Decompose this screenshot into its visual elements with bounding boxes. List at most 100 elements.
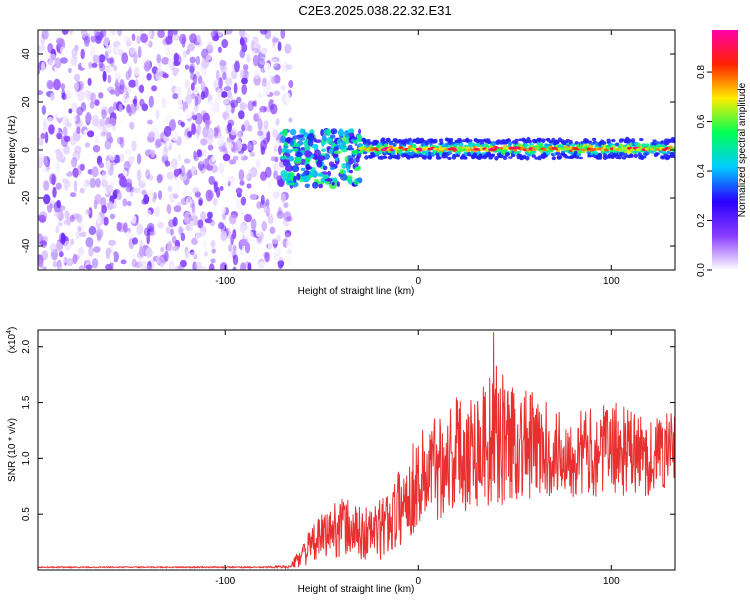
heatmap-cell <box>128 68 132 78</box>
heatmap-cell <box>433 138 438 144</box>
heatmap-cell <box>166 171 174 180</box>
heatmap-cell <box>259 130 266 141</box>
heatmap-cell <box>157 30 165 39</box>
heatmap-cell <box>324 178 333 182</box>
heatmap-cell <box>273 63 281 71</box>
heatmap-cell <box>448 138 454 141</box>
heatmap-cell <box>189 251 198 259</box>
heatmap-cell <box>263 120 269 130</box>
colorbar-gradient <box>712 30 738 270</box>
heatmap-cell <box>123 190 129 198</box>
heatmap-cell <box>107 74 112 84</box>
heatmap-cell <box>288 80 294 88</box>
heatmap-cell <box>339 168 344 175</box>
y-tick-label: 0 <box>21 147 32 153</box>
heatmap-cell <box>333 150 342 155</box>
heatmap-cell <box>72 150 81 162</box>
heatmap-cell <box>292 148 299 152</box>
heatmap-cell <box>71 102 78 113</box>
heatmap-cell <box>99 118 106 127</box>
heatmap-cell <box>102 70 107 82</box>
heatmap-cell <box>285 92 291 105</box>
heatmap-cell <box>94 99 100 106</box>
heatmap-cell <box>292 135 300 140</box>
heatmap-cell <box>137 169 142 182</box>
heatmap-cell <box>250 218 257 231</box>
heatmap-cell <box>277 260 285 267</box>
heatmap-cell <box>296 172 301 181</box>
heatmap-cell <box>211 155 216 163</box>
heatmap-cell <box>146 73 152 81</box>
heatmap-cell <box>187 169 193 179</box>
heatmap-cell <box>220 230 227 242</box>
heatmap-cell <box>85 112 92 124</box>
heatmap-cell <box>112 251 119 263</box>
heatmap-cell <box>55 225 60 234</box>
heatmap-cell <box>320 129 324 137</box>
heatmap-cell <box>147 260 152 270</box>
heatmap-cell <box>213 133 218 139</box>
heatmap-cell <box>73 180 78 193</box>
heatmap-cell <box>58 232 67 245</box>
heatmap-cell <box>164 160 171 167</box>
heatmap-cell <box>551 156 556 161</box>
heatmap-cell <box>98 138 105 146</box>
heatmap-cell <box>100 30 107 38</box>
heatmap-cell <box>261 221 268 232</box>
heatmap-cell <box>195 64 204 71</box>
heatmap-cell <box>123 93 127 104</box>
heatmap-cell <box>68 108 73 114</box>
heatmap-cell <box>88 225 97 236</box>
heatmap-cell <box>568 139 573 145</box>
heatmap-cell <box>78 265 86 270</box>
heatmap-cell <box>238 162 246 168</box>
heatmap-cell <box>55 182 62 190</box>
heatmap-cell <box>183 135 190 143</box>
heatmap-cell <box>141 73 147 86</box>
heatmap-cell <box>119 153 125 163</box>
heatmap-cell <box>76 80 81 93</box>
heatmap-cell <box>38 170 43 177</box>
heatmap-cell <box>171 158 178 170</box>
heatmap-cell <box>317 155 325 162</box>
heatmap-cell <box>347 128 355 134</box>
heatmap-cell <box>200 265 208 270</box>
heatmap-cell <box>141 189 147 196</box>
heatmap-cell <box>287 255 293 267</box>
heatmap-cell <box>230 128 238 136</box>
heatmap-cell <box>93 246 101 253</box>
colorbar-tick-label: 0.8 <box>696 65 707 79</box>
x-tick-label: -100 <box>215 576 235 587</box>
heatmap-cell <box>619 151 624 157</box>
heatmap-cell <box>153 267 158 270</box>
heatmap-cell <box>41 30 49 40</box>
heatmap-cell <box>120 259 127 265</box>
x-tick-label: -100 <box>215 276 235 287</box>
heatmap-cell <box>352 140 359 144</box>
heatmap-cell <box>207 144 214 151</box>
heatmap-cell <box>269 226 276 235</box>
heatmap-cell <box>287 180 294 184</box>
heatmap-cell <box>48 124 55 135</box>
heatmap-cell <box>484 143 489 148</box>
heatmap-cell <box>269 103 278 115</box>
heatmap-cell <box>109 252 115 264</box>
heatmap-cell <box>78 80 84 91</box>
heatmap-cell <box>100 131 107 137</box>
snr-xlabel: Height of straight line (km) <box>298 584 415 595</box>
heatmap-cell <box>154 81 159 87</box>
heatmap-cell <box>144 265 152 270</box>
heatmap-cell <box>85 221 92 229</box>
heatmap-cell <box>231 70 238 80</box>
heatmap-cell <box>126 97 131 104</box>
heatmap-cell <box>267 240 274 252</box>
heatmap-cell <box>179 172 187 181</box>
heatmap-cell <box>230 99 239 109</box>
heatmap-cell <box>227 90 232 98</box>
heatmap-cell <box>107 201 114 211</box>
heatmap-cell <box>130 196 136 205</box>
heatmap-cell <box>113 65 117 71</box>
heatmap-cell <box>289 128 297 136</box>
heatmap-cell <box>106 160 111 171</box>
heatmap-cell <box>524 143 529 147</box>
